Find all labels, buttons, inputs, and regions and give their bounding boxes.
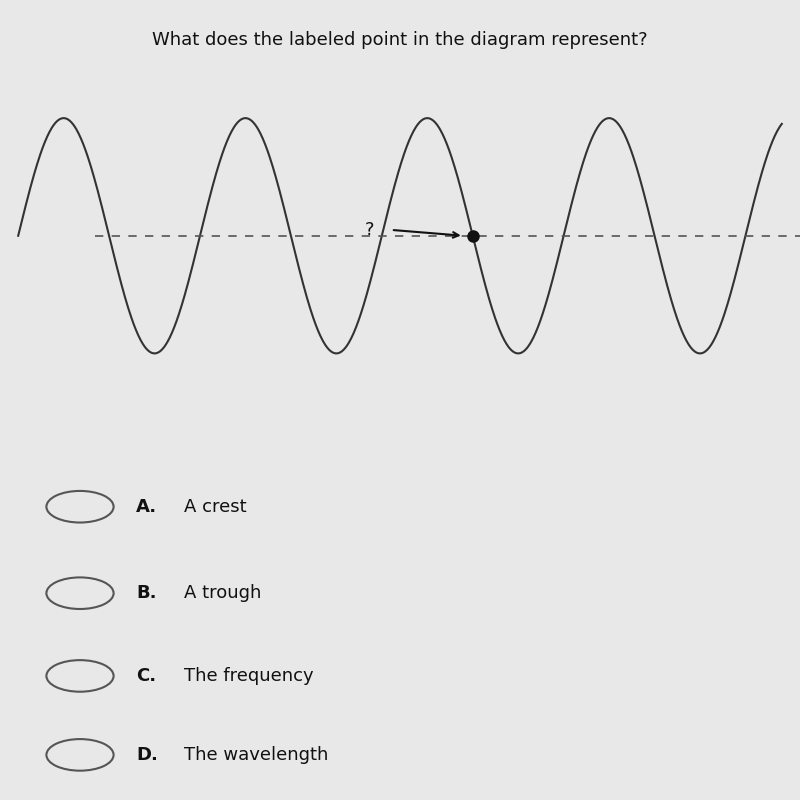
Text: B.: B. bbox=[136, 584, 157, 602]
Text: What does the labeled point in the diagram represent?: What does the labeled point in the diagr… bbox=[152, 31, 648, 49]
Text: ?: ? bbox=[364, 221, 374, 239]
Text: C.: C. bbox=[136, 667, 156, 685]
Text: A trough: A trough bbox=[184, 584, 262, 602]
Text: A.: A. bbox=[136, 498, 157, 516]
Text: A crest: A crest bbox=[184, 498, 246, 516]
Text: The frequency: The frequency bbox=[184, 667, 314, 685]
Text: D.: D. bbox=[136, 746, 158, 764]
Text: The wavelength: The wavelength bbox=[184, 746, 328, 764]
